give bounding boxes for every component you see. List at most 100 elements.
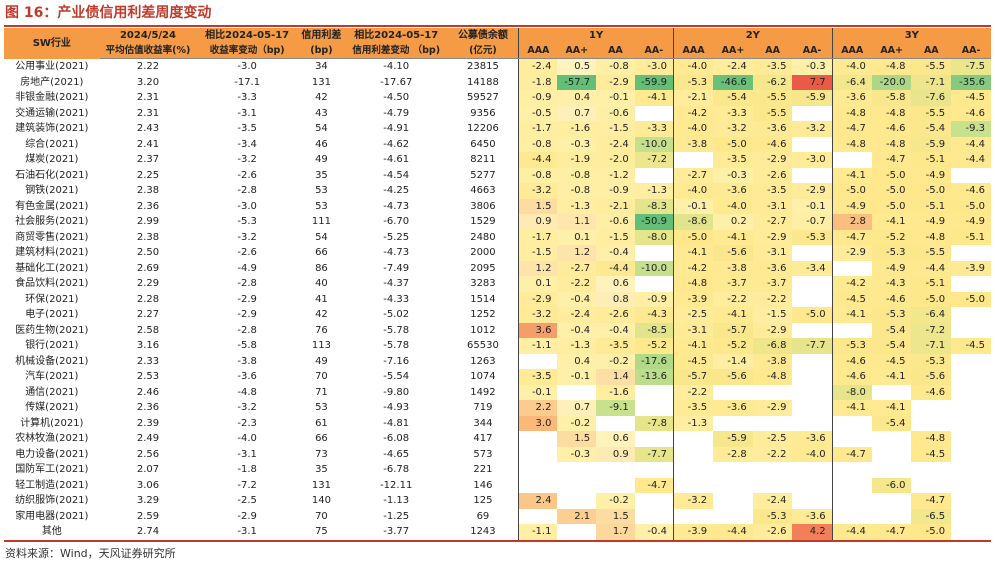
bond-balance: 23815	[467, 61, 499, 72]
industry-name: 家用电器(2021)	[15, 510, 89, 522]
credit-spread: 113	[311, 340, 331, 351]
spread-change-cell: -5.0	[911, 183, 952, 199]
industry-name: 基础化工(2021)	[15, 262, 89, 274]
spread-change-cell: -4.6	[831, 369, 872, 385]
spread-change-cell	[792, 322, 833, 338]
credit-spread: 86	[315, 262, 328, 274]
spread-change-cell: -6.5	[911, 508, 952, 524]
spread-change-cell: -4.4	[831, 524, 872, 542]
spread-change-cell: 1.1	[557, 214, 597, 230]
spread-change-cell: -2.9	[831, 245, 872, 261]
industry-name: 银行(2021)	[25, 340, 79, 351]
header-rating: AAA	[672, 43, 714, 59]
spread-change-cell	[871, 508, 912, 524]
yield-change: -3.2	[237, 154, 257, 165]
spread-change-cell: -2.9	[752, 400, 793, 416]
spread-change-cell	[672, 431, 714, 447]
spread-change-cell: -5.9	[713, 431, 753, 447]
spread-change-cell	[831, 477, 872, 493]
avg-yield: 2.28	[136, 293, 160, 305]
spread-change-cell: -3.3	[713, 105, 753, 121]
spread-change-cell: -3.9	[672, 524, 714, 542]
spread-change-cell: 0.7	[557, 105, 597, 121]
industry-name: 房地产(2021)	[20, 76, 84, 88]
credit-spread: 41	[315, 293, 328, 305]
yield-change: -3.0	[237, 200, 257, 212]
spread-change: -4.33	[383, 293, 410, 305]
industry-name: 农林牧渔(2021)	[15, 433, 89, 444]
spread-change-cell: -5.7	[672, 369, 714, 385]
spread-change-cell: -5.9	[792, 90, 833, 106]
avg-yield: 3.06	[136, 479, 160, 491]
spread-change-cell: -3.6	[713, 183, 753, 199]
spread-change-cell: -5.3	[752, 508, 793, 524]
table-row: 汽车(2021) 2.53 -3.6 70 -5.54 1074 -3.5 -0.1 1.4 -1…	[4, 369, 991, 385]
avg-yield: 2.69	[136, 262, 160, 274]
spread-change-cell: 0.4	[557, 90, 597, 106]
table-body: 公用事业(2021) 2.22 -3.0 34 -4.10 23815 -2.4 0.5 -0.…	[4, 58, 991, 542]
spread-change-cell	[831, 462, 872, 478]
header-rating: AAA	[831, 43, 872, 59]
industry-name: 非银金融(2021)	[15, 92, 89, 103]
avg-yield: 2.33	[136, 355, 160, 367]
bond-balance: 8211	[470, 154, 496, 165]
spread-change-cell: -3.8	[752, 353, 793, 369]
spread-change: -4.50	[383, 92, 410, 103]
spread-change-cell: -5.0	[871, 167, 912, 183]
spread-change-cell	[951, 353, 991, 369]
spread-change-cell: -2.1	[672, 90, 714, 106]
header-rating: AA+	[557, 43, 597, 59]
spread-change-cell: -5.3	[831, 338, 872, 354]
spread-change-cell: -2.4	[713, 58, 753, 75]
industry-name: 建筑装饰(2021)	[15, 123, 89, 134]
spread-change-cell: -7.5	[951, 58, 991, 75]
avg-yield: 2.99	[136, 216, 160, 227]
spread-change-cell: -2.4	[752, 493, 793, 509]
spread-change: -5.25	[383, 231, 410, 243]
yield-change: -4.8	[237, 386, 257, 398]
spread-change-cell	[672, 446, 714, 462]
spread-change-cell: -2.9	[518, 291, 558, 307]
spread-change-cell	[518, 508, 558, 524]
spread-change: -4.25	[383, 185, 410, 196]
spread-change-cell: -4.0	[672, 58, 714, 75]
header-spread-change-a: 相比2024-05-17	[344, 28, 448, 43]
spread-change-cell: -4.8	[871, 136, 912, 152]
spread-change-cell: -2.6	[752, 524, 793, 542]
spread-change: -5.78	[383, 324, 410, 336]
spread-change-cell: -3.5	[672, 400, 714, 416]
spread-change-cell	[634, 508, 674, 524]
spread-change-cell: -4.7	[871, 152, 912, 168]
credit-spread: 42	[315, 309, 328, 320]
spread-change-cell	[951, 431, 991, 447]
spread-change-cell: -4.6	[951, 183, 991, 199]
spread-change-cell: -4.4	[518, 152, 558, 168]
yield-change: -1.8	[237, 464, 257, 475]
bond-balance: 146	[473, 479, 493, 491]
spread-change-cell: 1.5	[557, 431, 597, 447]
yield-change: -3.6	[237, 371, 257, 382]
credit-spread: 131	[311, 479, 331, 491]
spread-change-cell	[792, 245, 833, 261]
yield-change: -17.1	[234, 76, 261, 88]
table-row: 轻工制造(2021) 3.06 -7.2 131 -12.11 146 -4.7 -6.0	[4, 477, 991, 493]
spread-change-cell: -5.3	[871, 245, 912, 261]
credit-spread: 43	[315, 107, 328, 119]
spread-change-cell: 2.4	[518, 493, 558, 509]
avg-yield: 2.41	[136, 138, 160, 150]
bond-balance: 9356	[470, 107, 496, 119]
spread-change-cell: -6.2	[752, 74, 793, 90]
spread-change-cell: 2.2	[518, 400, 558, 416]
spread-change: -4.73	[383, 247, 410, 258]
spread-change-cell: -4.8	[871, 58, 912, 75]
spread-change-cell: -2.5	[672, 307, 714, 323]
spread-change: -4.54	[383, 169, 410, 181]
spread-change-cell: -4.8	[911, 431, 952, 447]
credit-spread: 34	[315, 61, 328, 72]
spread-change-cell: -0.7	[792, 214, 833, 230]
spread-change-cell	[792, 384, 833, 400]
table-row: 非银金融(2021) 2.31 -3.3 42 -4.50 59527 -0.9 0.4 -0.…	[4, 90, 991, 106]
spread-change-cell: -1.3	[557, 338, 597, 354]
spread-change-cell: -4.4	[596, 260, 635, 276]
spread-change-cell: -4.5	[951, 90, 991, 106]
